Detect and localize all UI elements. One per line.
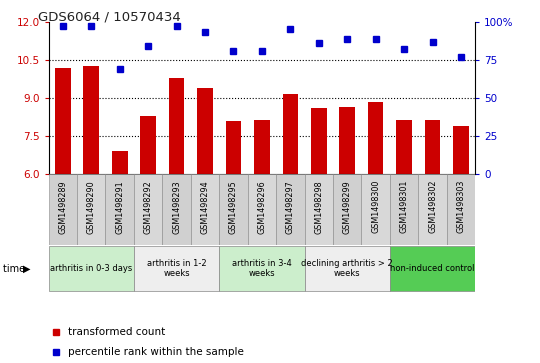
- FancyBboxPatch shape: [333, 174, 361, 245]
- FancyBboxPatch shape: [49, 174, 77, 245]
- Text: GSM1498303: GSM1498303: [456, 180, 465, 233]
- Text: percentile rank within the sample: percentile rank within the sample: [68, 347, 244, 357]
- Text: GSM1498302: GSM1498302: [428, 180, 437, 233]
- Bar: [140, 116, 156, 174]
- FancyBboxPatch shape: [305, 174, 333, 245]
- Text: GSM1498297: GSM1498297: [286, 180, 295, 234]
- Bar: [112, 151, 127, 174]
- Bar: [197, 88, 213, 174]
- Bar: [84, 66, 99, 174]
- FancyBboxPatch shape: [361, 174, 390, 245]
- Text: GSM1498295: GSM1498295: [229, 180, 238, 234]
- Text: GDS6064 / 10570434: GDS6064 / 10570434: [38, 11, 180, 24]
- Bar: [311, 108, 327, 174]
- Text: time: time: [3, 264, 28, 274]
- Text: GSM1498290: GSM1498290: [87, 180, 96, 233]
- Text: declining arthritis > 2
weeks: declining arthritis > 2 weeks: [301, 259, 393, 278]
- FancyBboxPatch shape: [134, 246, 219, 291]
- Text: GSM1498292: GSM1498292: [144, 180, 153, 234]
- FancyBboxPatch shape: [418, 174, 447, 245]
- Bar: [340, 107, 355, 174]
- Text: GSM1498291: GSM1498291: [115, 180, 124, 233]
- FancyBboxPatch shape: [134, 174, 163, 245]
- Bar: [55, 68, 71, 174]
- FancyBboxPatch shape: [105, 174, 134, 245]
- Text: arthritis in 0-3 days: arthritis in 0-3 days: [50, 264, 132, 273]
- Text: non-induced control: non-induced control: [390, 264, 475, 273]
- Bar: [396, 120, 412, 174]
- Text: GSM1498289: GSM1498289: [58, 180, 68, 233]
- FancyBboxPatch shape: [305, 246, 390, 291]
- Bar: [254, 120, 269, 174]
- Bar: [226, 121, 241, 174]
- FancyBboxPatch shape: [191, 174, 219, 245]
- Bar: [453, 126, 469, 174]
- FancyBboxPatch shape: [248, 174, 276, 245]
- FancyBboxPatch shape: [219, 174, 248, 245]
- Bar: [282, 94, 298, 174]
- Text: GSM1498301: GSM1498301: [400, 180, 409, 233]
- Text: arthritis in 1-2
weeks: arthritis in 1-2 weeks: [147, 259, 206, 278]
- FancyBboxPatch shape: [49, 246, 134, 291]
- Text: GSM1498293: GSM1498293: [172, 180, 181, 233]
- Text: transformed count: transformed count: [68, 327, 165, 337]
- FancyBboxPatch shape: [390, 246, 475, 291]
- Bar: [425, 120, 440, 174]
- FancyBboxPatch shape: [219, 246, 305, 291]
- FancyBboxPatch shape: [390, 174, 418, 245]
- Bar: [169, 78, 184, 174]
- Text: GSM1498300: GSM1498300: [371, 180, 380, 233]
- Text: arthritis in 3-4
weeks: arthritis in 3-4 weeks: [232, 259, 292, 278]
- FancyBboxPatch shape: [163, 174, 191, 245]
- FancyBboxPatch shape: [276, 174, 305, 245]
- Text: ▶: ▶: [23, 264, 30, 274]
- Text: GSM1498298: GSM1498298: [314, 180, 323, 233]
- Bar: [368, 102, 383, 174]
- FancyBboxPatch shape: [77, 174, 105, 245]
- Text: GSM1498294: GSM1498294: [200, 180, 210, 233]
- Text: GSM1498299: GSM1498299: [343, 180, 352, 234]
- FancyBboxPatch shape: [447, 174, 475, 245]
- Text: GSM1498296: GSM1498296: [258, 180, 266, 233]
